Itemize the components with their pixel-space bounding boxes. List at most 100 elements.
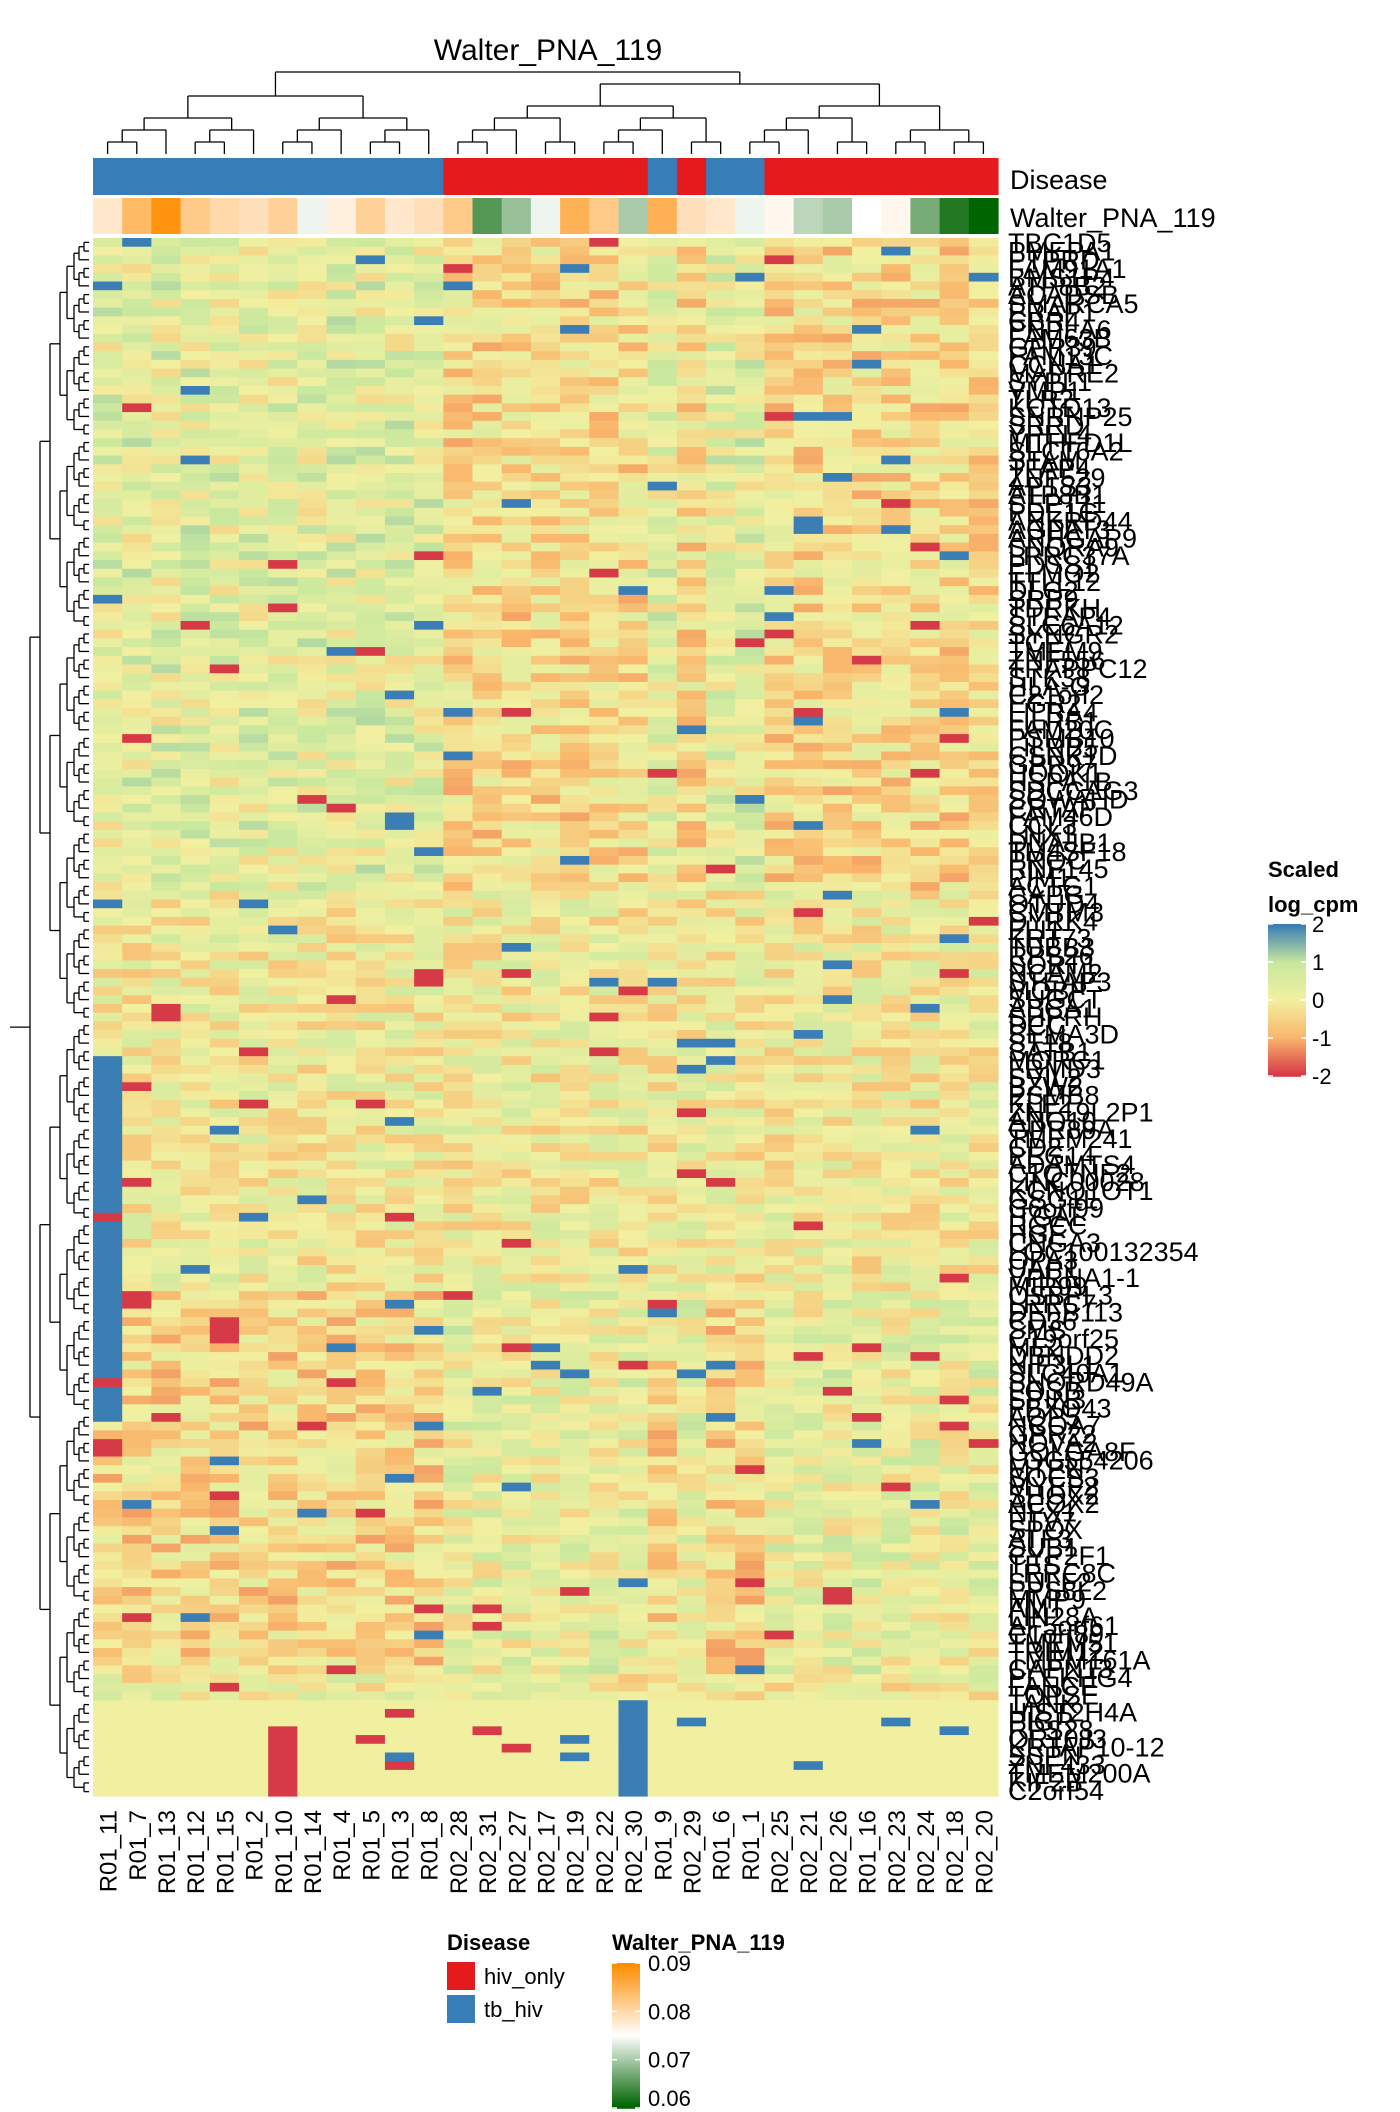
heatmap-cell — [560, 716, 590, 727]
heatmap-cell — [297, 1413, 328, 1423]
heatmap-cell — [93, 333, 123, 344]
heatmap-cell — [297, 1473, 328, 1484]
heatmap-cell — [414, 1447, 444, 1458]
heatmap-cell — [676, 542, 707, 552]
heatmap-cell — [618, 542, 649, 552]
heatmap-cell — [735, 1465, 766, 1475]
heatmap-cell — [764, 368, 795, 378]
heatmap-cell — [443, 1230, 474, 1240]
heatmap-cell — [560, 1491, 590, 1501]
heatmap-cell — [647, 1456, 678, 1466]
heatmap-cell — [268, 908, 298, 918]
heatmap-cell — [618, 481, 649, 492]
heatmap-cell — [472, 1073, 503, 1083]
heatmap-cell — [968, 1413, 999, 1423]
heatmap-cell — [501, 464, 532, 474]
heatmap-cell — [151, 986, 182, 996]
heatmap-cell — [647, 629, 678, 639]
heatmap-cell — [268, 620, 298, 631]
heatmap-cell — [530, 1352, 561, 1362]
heatmap-cell — [852, 1404, 882, 1414]
heatmap-cell — [706, 1064, 736, 1075]
heatmap-cell — [414, 1560, 444, 1571]
heatmap-cell — [735, 751, 766, 761]
heatmap-cell — [297, 464, 328, 474]
heatmap-cell — [706, 272, 736, 283]
heatmap-cell — [676, 1047, 707, 1057]
heatmap-cell — [793, 1047, 824, 1057]
heatmap-cell — [326, 734, 357, 744]
heatmap-cell — [939, 899, 970, 909]
heatmap-cell — [793, 690, 824, 700]
heatmap-cell — [355, 473, 386, 483]
heatmap-cell — [793, 1604, 824, 1614]
heatmap-cell — [472, 1317, 503, 1327]
heatmap-cell — [472, 1117, 503, 1127]
heatmap-cell — [706, 1369, 736, 1379]
heatmap-cell — [706, 1282, 736, 1292]
heatmap-cell — [852, 1030, 882, 1040]
heatmap-cell — [122, 473, 152, 483]
heatmap-cell — [355, 551, 386, 561]
heatmap-cell — [910, 1569, 941, 1580]
heatmap-cell — [384, 716, 415, 727]
heatmap-cell — [939, 995, 970, 1005]
heatmap-cell — [180, 1247, 211, 1257]
heatmap-cell — [384, 1395, 415, 1405]
heatmap-cell — [122, 351, 152, 361]
heatmap-cell — [384, 238, 415, 248]
heatmap-cell — [968, 1421, 999, 1432]
heatmap-cell — [355, 438, 386, 448]
heatmap-cell — [881, 1160, 912, 1170]
heatmap-cell — [618, 960, 649, 970]
heatmap-cell — [852, 377, 882, 387]
heatmap-cell — [647, 351, 678, 361]
heatmap-cell — [180, 986, 211, 996]
heatmap-cell — [618, 473, 649, 483]
heatmap-cell — [968, 803, 999, 814]
heatmap-cell — [910, 1578, 941, 1588]
heatmap-cell — [735, 1369, 766, 1379]
heatmap-cell — [589, 855, 620, 866]
heatmap-cell — [443, 368, 474, 378]
heatmap-cell — [93, 1273, 123, 1284]
column-dendrogram — [106, 71, 985, 154]
heatmap-cell — [560, 690, 590, 700]
heatmap-cell — [443, 1508, 474, 1519]
heatmap-cell — [881, 655, 912, 666]
heatmap-cell — [589, 1230, 620, 1240]
heatmap-cell — [676, 325, 707, 335]
heatmap-cell — [501, 829, 532, 840]
heatmap-cell — [414, 1117, 444, 1127]
heatmap-cell — [209, 925, 240, 935]
heatmap-cell — [530, 1099, 561, 1109]
heatmap-cell — [122, 786, 152, 796]
heatmap-cell — [793, 1308, 824, 1318]
heatmap-cell — [384, 290, 415, 300]
heatmap-cell — [326, 1508, 357, 1519]
heatmap-cell — [209, 681, 240, 692]
heatmap-cell — [735, 385, 766, 396]
heatmap-cell — [93, 1395, 123, 1405]
heatmap-cell — [939, 1378, 970, 1388]
heatmap-cell — [530, 803, 561, 814]
heatmap-cell — [968, 1273, 999, 1284]
heatmap-cell — [93, 1134, 123, 1144]
heatmap-cell — [968, 1256, 999, 1266]
heatmap-cell — [910, 1369, 941, 1379]
heatmap-cell — [968, 829, 999, 840]
heatmap-cell — [151, 1125, 182, 1136]
heatmap-cell — [852, 1578, 882, 1588]
heatmap-cell — [560, 1256, 590, 1266]
heatmap-cell — [297, 333, 328, 344]
heatmap-cell — [297, 1325, 328, 1336]
heatmap-cell — [822, 1160, 853, 1170]
heatmap-cell — [647, 1221, 678, 1231]
heatmap-cell — [881, 812, 912, 822]
heatmap-cell — [472, 716, 503, 727]
heatmap-cell — [180, 594, 211, 605]
heatmap-cell — [939, 716, 970, 727]
heatmap-cell — [822, 429, 853, 439]
heatmap-cell — [822, 890, 853, 901]
heatmap-cell — [268, 1134, 298, 1144]
